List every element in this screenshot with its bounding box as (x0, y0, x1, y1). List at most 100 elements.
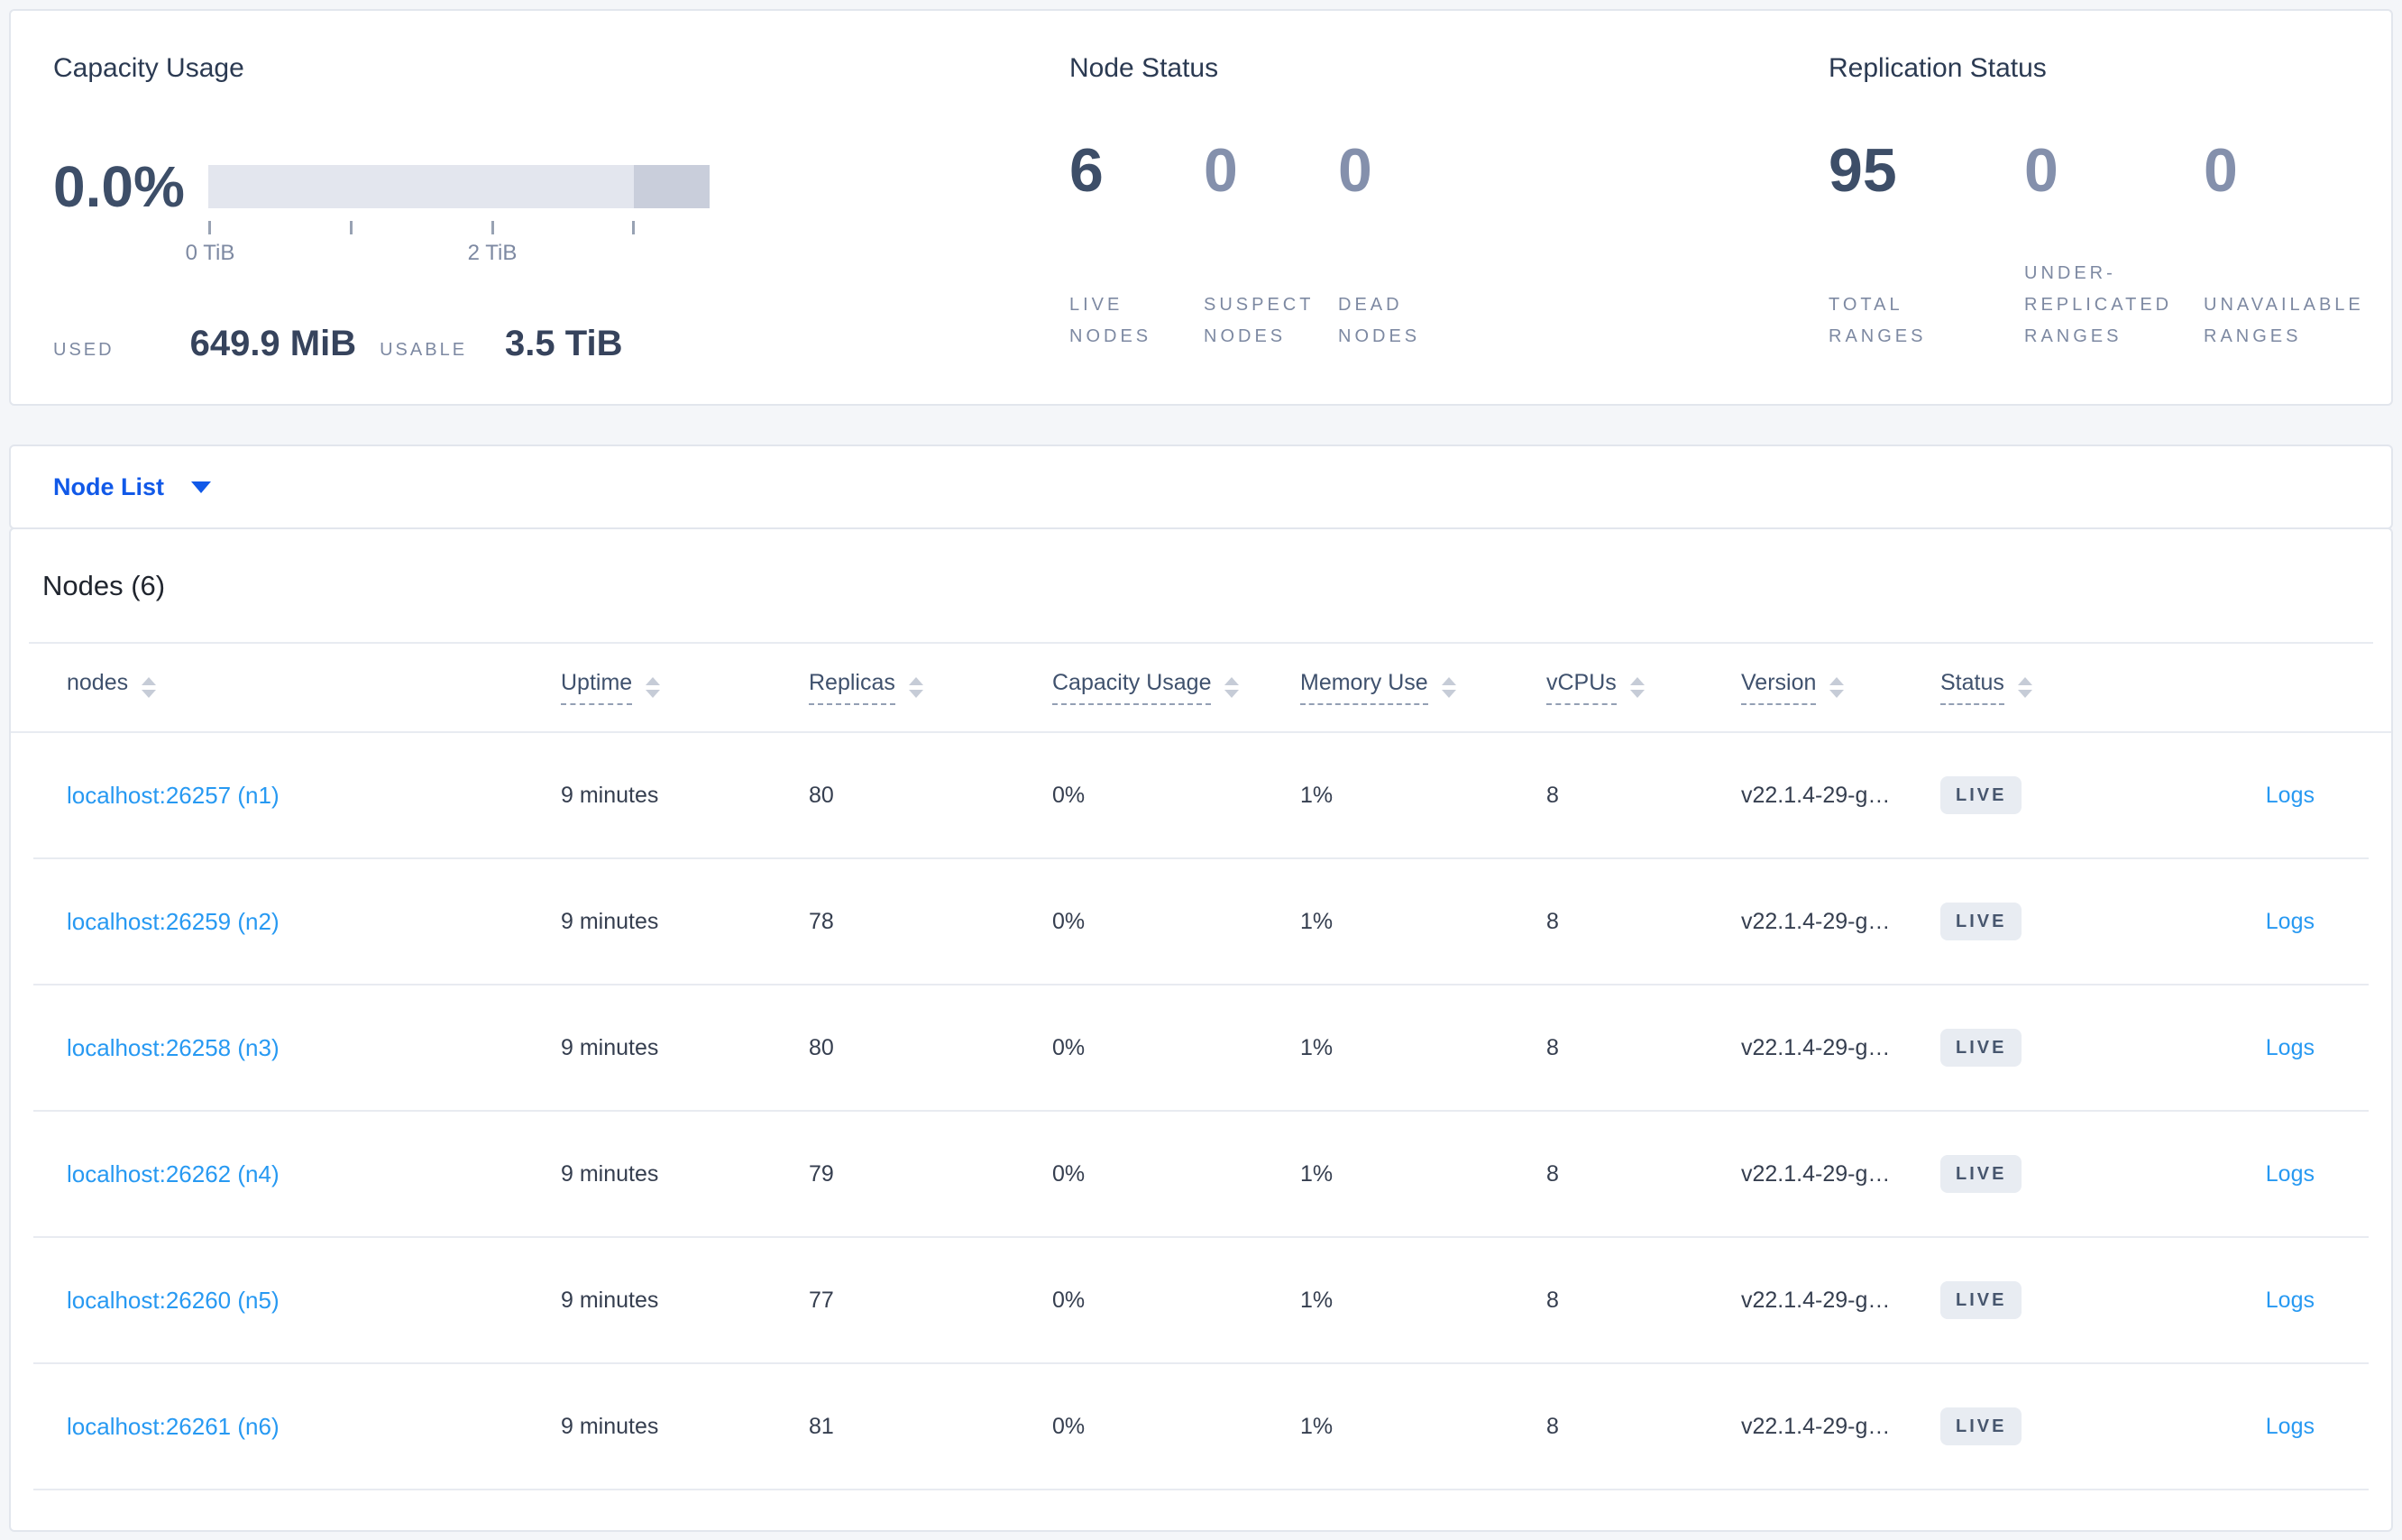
usable-label: USABLE (380, 340, 468, 360)
table-title-row: Nodes (6) (29, 529, 2373, 644)
memory-use-cell: 1% (1300, 1413, 1334, 1439)
status-badge: LIVE (1940, 776, 2022, 814)
uptime-cell: 9 minutes (561, 1287, 659, 1313)
under-replicated-ranges-value: 0 (2024, 136, 2058, 205)
node-status-section: Node Status 6 LIVE NODES 0 SUSPECT NODES… (1069, 51, 1829, 404)
table-row: localhost:26262 (n4) 9 minutes 79 0% 1% … (33, 1112, 2369, 1238)
logs-link[interactable]: Logs (2265, 782, 2315, 808)
node-status-title: Node Status (1069, 53, 1219, 83)
vcpus-cell: 8 (1546, 908, 1559, 934)
capacity-usage-cell: 0% (1052, 782, 1086, 808)
memory-use-cell: 1% (1300, 908, 1334, 934)
suspect-nodes-value: 0 (1204, 136, 1238, 205)
replication-stats: 95 TOTAL RANGES 0 UNDER- REPLICATED RANG… (1829, 140, 2391, 353)
version-cell: v22.1.4-29-g… (1741, 782, 1891, 808)
used-value: 649.9 MiB (189, 324, 357, 363)
axis-tick (350, 221, 353, 234)
capacity-usage-cell: 0% (1052, 1034, 1086, 1060)
capacity-usage-cell: 0% (1052, 1287, 1086, 1313)
table-row: localhost:26258 (n3) 9 minutes 80 0% 1% … (33, 985, 2369, 1112)
status-badge: LIVE (1940, 1407, 2022, 1445)
sort-icon (646, 677, 661, 698)
version-cell: v22.1.4-29-g… (1741, 1034, 1891, 1060)
status-badge: LIVE (1940, 903, 2022, 940)
memory-use-cell: 1% (1300, 1160, 1334, 1187)
capacity-used-row: USED 649.9 MiB USABLE 3.5 TiB (53, 324, 1069, 364)
capacity-usage-title: Capacity Usage (53, 53, 244, 83)
used-label: USED (53, 340, 115, 360)
capacity-bar-nonusable-segment (634, 165, 710, 208)
uptime-cell: 9 minutes (561, 1413, 659, 1439)
column-header-vcpus[interactable]: vCPUs (1546, 670, 1741, 705)
sort-icon (1224, 677, 1240, 698)
logs-link[interactable]: Logs (2265, 1413, 2315, 1439)
capacity-percent: 0.0% (53, 154, 185, 219)
chevron-down-icon[interactable] (191, 481, 212, 493)
memory-use-cell: 1% (1300, 1287, 1334, 1313)
axis-tick (208, 221, 211, 234)
under-replicated-ranges-label: UNDER- REPLICATED RANGES (2024, 263, 2173, 346)
column-header-uptime[interactable]: Uptime (561, 670, 809, 705)
nodes-table-card: Nodes (6) nodes Uptime Replicas Capacity Us… (9, 527, 2393, 1532)
uptime-cell: 9 minutes (561, 1034, 659, 1060)
dead-nodes-value: 0 (1338, 136, 1372, 205)
node-list-dropdown[interactable]: Node List (53, 472, 165, 500)
suspect-nodes-stat: 0 SUSPECT NODES (1204, 140, 1338, 353)
table-row: localhost:26259 (n2) 9 minutes 78 0% 1% … (33, 859, 2369, 985)
capacity-usage-section: Capacity Usage 0.0% 0 TiB 2 TiB USED 6 (53, 51, 1069, 404)
column-header-capacity-usage[interactable]: Capacity Usage (1052, 670, 1300, 705)
version-cell: v22.1.4-29-g… (1741, 908, 1891, 934)
nodes-table-title: Nodes (6) (42, 569, 166, 601)
logs-link[interactable]: Logs (2265, 908, 2315, 934)
usable-value: 3.5 TiB (505, 324, 623, 363)
vcpus-cell: 8 (1546, 1287, 1559, 1313)
vcpus-cell: 8 (1546, 1413, 1559, 1439)
replicas-cell: 79 (809, 1160, 834, 1187)
column-header-status[interactable]: Status (1940, 670, 2157, 705)
table-row: localhost:26257 (n1) 9 minutes 80 0% 1% … (33, 733, 2369, 859)
replication-status-title: Replication Status (1829, 53, 2047, 83)
cluster-summary-card: Capacity Usage 0.0% 0 TiB 2 TiB USED 6 (9, 9, 2393, 406)
capacity-bar: 0 TiB 2 TiB (186, 165, 710, 273)
node-link[interactable]: localhost:26261 (n6) (67, 1412, 280, 1440)
column-header-replicas[interactable]: Replicas (809, 670, 1052, 705)
status-badge: LIVE (1940, 1155, 2022, 1193)
logs-link[interactable]: Logs (2265, 1287, 2315, 1313)
version-cell: v22.1.4-29-g… (1741, 1287, 1891, 1313)
capacity-usage-cell: 0% (1052, 908, 1086, 934)
replicas-cell: 81 (809, 1413, 834, 1439)
live-nodes-stat: 6 LIVE NODES (1069, 140, 1204, 353)
table-header-row: nodes Uptime Replicas Capacity Usage Memory … (11, 644, 2391, 733)
axis-tick (491, 221, 494, 234)
version-cell: v22.1.4-29-g… (1741, 1413, 1891, 1439)
node-link[interactable]: localhost:26258 (n3) (67, 1033, 280, 1061)
column-header-nodes[interactable]: nodes (67, 670, 561, 705)
capacity-gauge: 0.0% 0 TiB 2 TiB (53, 154, 1069, 273)
axis-tick (632, 221, 635, 234)
node-status-stats: 6 LIVE NODES 0 SUSPECT NODES 0 DEAD NODE… (1069, 140, 1829, 353)
sort-icon (1629, 677, 1645, 698)
column-header-version[interactable]: Version (1741, 670, 1940, 705)
unavailable-ranges-value: 0 (2204, 136, 2238, 205)
uptime-cell: 9 minutes (561, 1160, 659, 1187)
node-link[interactable]: localhost:26262 (n4) (67, 1160, 280, 1187)
node-link[interactable]: localhost:26260 (n5) (67, 1286, 280, 1314)
dead-nodes-stat: 0 DEAD NODES (1338, 140, 1472, 353)
memory-use-cell: 1% (1300, 782, 1334, 808)
node-link[interactable]: localhost:26259 (n2) (67, 907, 280, 935)
dead-nodes-label: DEAD NODES (1338, 295, 1421, 346)
column-header-memory-use[interactable]: Memory Use (1300, 670, 1546, 705)
logs-link[interactable]: Logs (2265, 1034, 2315, 1060)
total-ranges-value: 95 (1829, 136, 1897, 205)
axis-tick-label-2: 2 TiB (467, 241, 518, 265)
logs-link[interactable]: Logs (2265, 1160, 2315, 1187)
under-replicated-ranges-stat: 0 UNDER- REPLICATED RANGES (2024, 140, 2204, 353)
replicas-cell: 80 (809, 1034, 834, 1060)
memory-use-cell: 1% (1300, 1034, 1334, 1060)
status-badge: LIVE (1940, 1281, 2022, 1319)
uptime-cell: 9 minutes (561, 782, 659, 808)
node-link[interactable]: localhost:26257 (n1) (67, 781, 280, 809)
suspect-nodes-label: SUSPECT NODES (1204, 295, 1315, 346)
unavailable-ranges-label: UNAVAILABLE RANGES (2204, 295, 2364, 346)
